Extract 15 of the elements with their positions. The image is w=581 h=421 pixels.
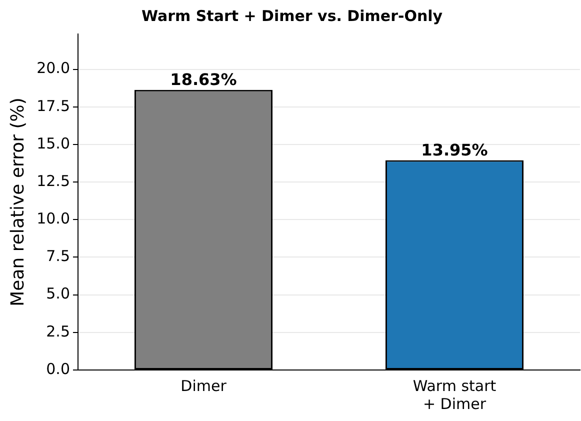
y-tick-label: 5.0 xyxy=(46,284,70,303)
y-tick-label: 0.0 xyxy=(46,360,70,378)
y-tick-label: 12.5 xyxy=(36,172,70,190)
y-tick-label: 10.0 xyxy=(36,210,70,228)
y-tick-label: 17.5 xyxy=(36,96,70,115)
data-label: 18.63% xyxy=(170,70,237,90)
y-axis-title: Mean relative error (%) xyxy=(7,98,28,306)
x-tick-label: Dimer xyxy=(180,376,228,395)
y-tick-label: 2.5 xyxy=(46,322,70,340)
y-tick-label: 7.5 xyxy=(46,247,70,266)
y-tick-label: 20.0 xyxy=(36,59,70,78)
y-tick-label: 15.0 xyxy=(36,134,70,152)
chart-title: Warm Start + Dimer vs. Dimer-Only xyxy=(141,6,443,25)
x-tick-label: Warm start + Dimer xyxy=(412,376,496,413)
data-label: 13.95% xyxy=(421,140,488,160)
